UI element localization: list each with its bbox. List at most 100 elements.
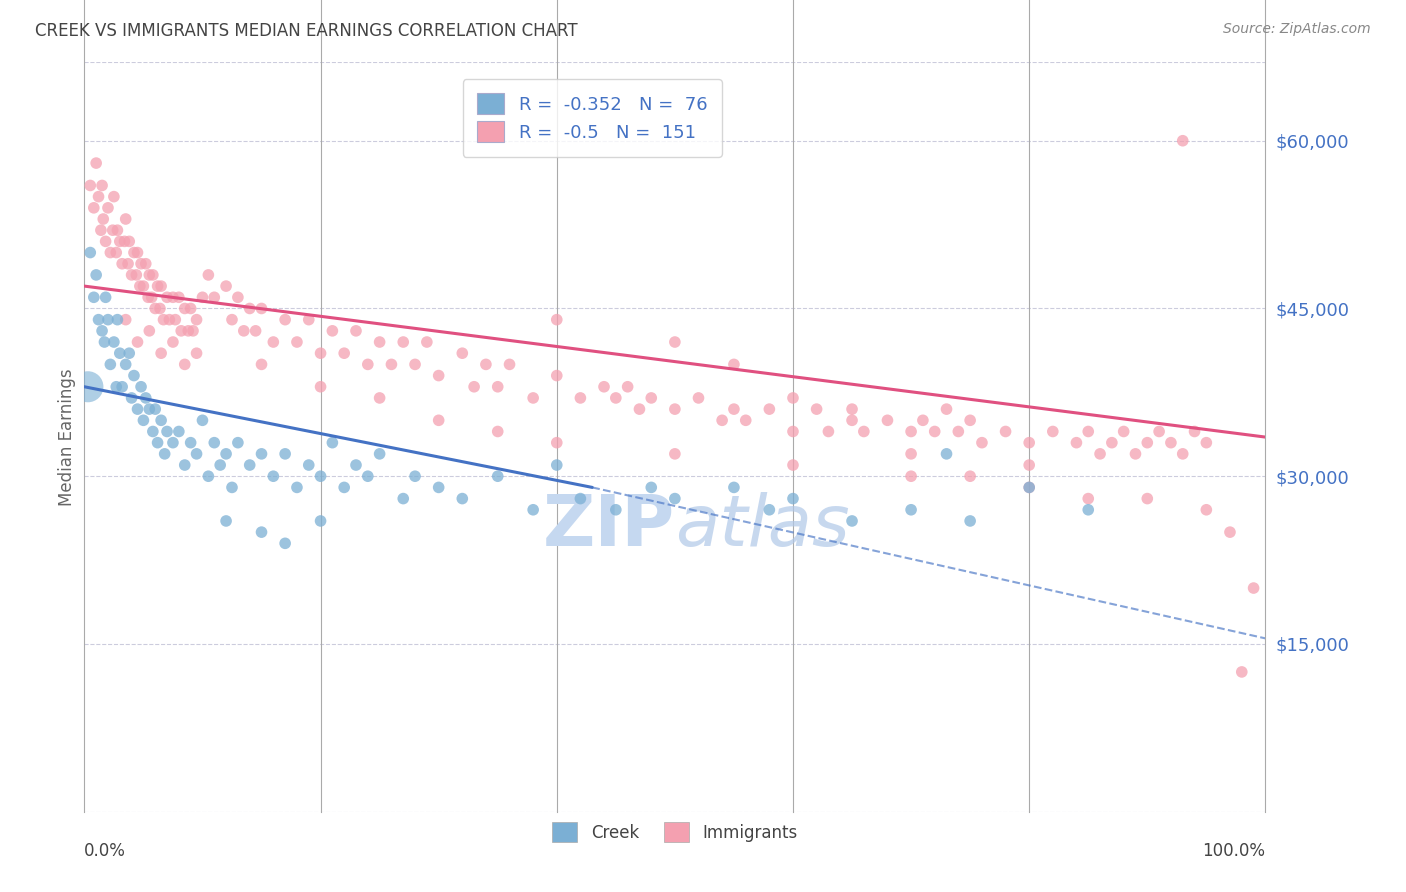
- Point: [146, 435, 169, 450]
- Point: [605, 391, 627, 405]
- Point: [91, 212, 114, 227]
- Point: [569, 391, 592, 405]
- Point: [841, 413, 863, 427]
- Point: [127, 402, 149, 417]
- Point: [970, 435, 993, 450]
- Point: [911, 413, 934, 427]
- Point: [170, 324, 193, 338]
- Point: [451, 346, 474, 360]
- Point: [135, 391, 157, 405]
- Point: [546, 312, 568, 326]
- Point: [150, 279, 173, 293]
- Point: [250, 447, 273, 461]
- Point: [186, 346, 208, 360]
- Point: [427, 413, 450, 427]
- Point: [1243, 581, 1265, 595]
- Text: 0.0%: 0.0%: [84, 842, 127, 860]
- Point: [486, 380, 509, 394]
- Point: [1125, 447, 1147, 461]
- Point: [132, 413, 155, 427]
- Point: [262, 334, 284, 349]
- Point: [806, 402, 828, 417]
- Point: [522, 391, 544, 405]
- Point: [226, 290, 249, 304]
- Point: [149, 301, 172, 316]
- Point: [734, 413, 756, 427]
- Point: [333, 346, 356, 360]
- Point: [77, 380, 100, 394]
- Point: [522, 502, 544, 516]
- Point: [1195, 435, 1218, 450]
- Point: [117, 257, 139, 271]
- Point: [628, 402, 651, 417]
- Point: [817, 425, 839, 439]
- Point: [101, 223, 124, 237]
- Point: [723, 402, 745, 417]
- Point: [108, 346, 131, 360]
- Point: [114, 235, 136, 249]
- Text: Source: ZipAtlas.com: Source: ZipAtlas.com: [1223, 22, 1371, 37]
- Point: [486, 469, 509, 483]
- Point: [593, 380, 616, 394]
- Point: [900, 425, 922, 439]
- Point: [285, 334, 308, 349]
- Point: [427, 368, 450, 383]
- Point: [105, 245, 128, 260]
- Text: CREEK VS IMMIGRANTS MEDIAN EARNINGS CORRELATION CHART: CREEK VS IMMIGRANTS MEDIAN EARNINGS CORR…: [35, 22, 578, 40]
- Point: [994, 425, 1017, 439]
- Point: [186, 312, 208, 326]
- Point: [959, 469, 981, 483]
- Legend: Creek, Immigrants: Creek, Immigrants: [546, 816, 804, 848]
- Point: [841, 402, 863, 417]
- Point: [197, 469, 219, 483]
- Point: [852, 425, 875, 439]
- Point: [146, 279, 169, 293]
- Point: [546, 368, 568, 383]
- Point: [180, 301, 202, 316]
- Point: [129, 257, 152, 271]
- Point: [108, 235, 131, 249]
- Point: [122, 368, 145, 383]
- Point: [1077, 502, 1099, 516]
- Point: [197, 268, 219, 282]
- Point: [141, 290, 163, 304]
- Point: [1018, 480, 1040, 494]
- Point: [321, 324, 343, 338]
- Y-axis label: Median Earnings: Median Earnings: [58, 368, 76, 506]
- Point: [1171, 134, 1194, 148]
- Point: [215, 279, 238, 293]
- Point: [758, 402, 780, 417]
- Point: [1018, 480, 1040, 494]
- Point: [1066, 435, 1088, 450]
- Point: [935, 447, 957, 461]
- Point: [309, 469, 332, 483]
- Point: [475, 358, 498, 372]
- Point: [180, 435, 202, 450]
- Point: [357, 358, 380, 372]
- Point: [132, 279, 155, 293]
- Point: [344, 458, 367, 472]
- Point: [79, 245, 101, 260]
- Point: [368, 334, 391, 349]
- Text: atlas: atlas: [675, 492, 849, 561]
- Point: [900, 502, 922, 516]
- Point: [1219, 525, 1241, 540]
- Point: [1136, 491, 1159, 506]
- Point: [640, 391, 662, 405]
- Point: [344, 324, 367, 338]
- Point: [87, 189, 110, 203]
- Point: [215, 447, 238, 461]
- Point: [156, 425, 179, 439]
- Point: [239, 458, 262, 472]
- Point: [1147, 425, 1170, 439]
- Point: [118, 235, 141, 249]
- Point: [107, 223, 129, 237]
- Point: [1077, 491, 1099, 506]
- Point: [98, 245, 121, 260]
- Point: [152, 312, 174, 326]
- Point: [427, 480, 450, 494]
- Point: [114, 358, 136, 372]
- Point: [664, 334, 686, 349]
- Point: [79, 178, 101, 193]
- Point: [1184, 425, 1206, 439]
